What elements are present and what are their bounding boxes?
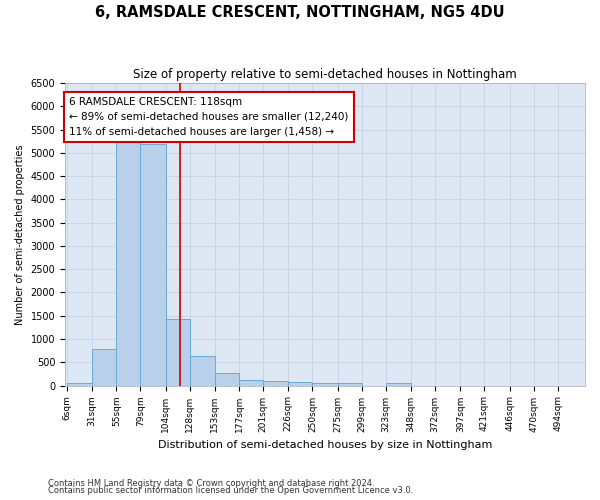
Bar <box>386 383 411 386</box>
Bar <box>140 144 166 386</box>
Bar <box>263 381 289 386</box>
X-axis label: Distribution of semi-detached houses by size in Nottingham: Distribution of semi-detached houses by … <box>158 440 492 450</box>
Bar <box>313 383 338 386</box>
Bar <box>116 139 140 386</box>
Bar <box>190 356 215 386</box>
Text: 6, RAMSDALE CRESCENT, NOTTINGHAM, NG5 4DU: 6, RAMSDALE CRESCENT, NOTTINGHAM, NG5 4D… <box>95 5 505 20</box>
Bar <box>338 383 362 386</box>
Bar <box>215 373 239 386</box>
Text: 6 RAMSDALE CRESCENT: 118sqm
← 89% of semi-detached houses are smaller (12,240)
1: 6 RAMSDALE CRESCENT: 118sqm ← 89% of sem… <box>69 97 349 136</box>
Text: Contains public sector information licensed under the Open Government Licence v3: Contains public sector information licen… <box>48 486 413 495</box>
Y-axis label: Number of semi-detached properties: Number of semi-detached properties <box>15 144 25 324</box>
Bar <box>289 382 313 386</box>
Bar <box>92 350 116 386</box>
Text: Contains HM Land Registry data © Crown copyright and database right 2024.: Contains HM Land Registry data © Crown c… <box>48 478 374 488</box>
Bar <box>239 380 263 386</box>
Title: Size of property relative to semi-detached houses in Nottingham: Size of property relative to semi-detach… <box>133 68 517 80</box>
Bar <box>166 320 190 386</box>
Bar <box>67 383 92 386</box>
